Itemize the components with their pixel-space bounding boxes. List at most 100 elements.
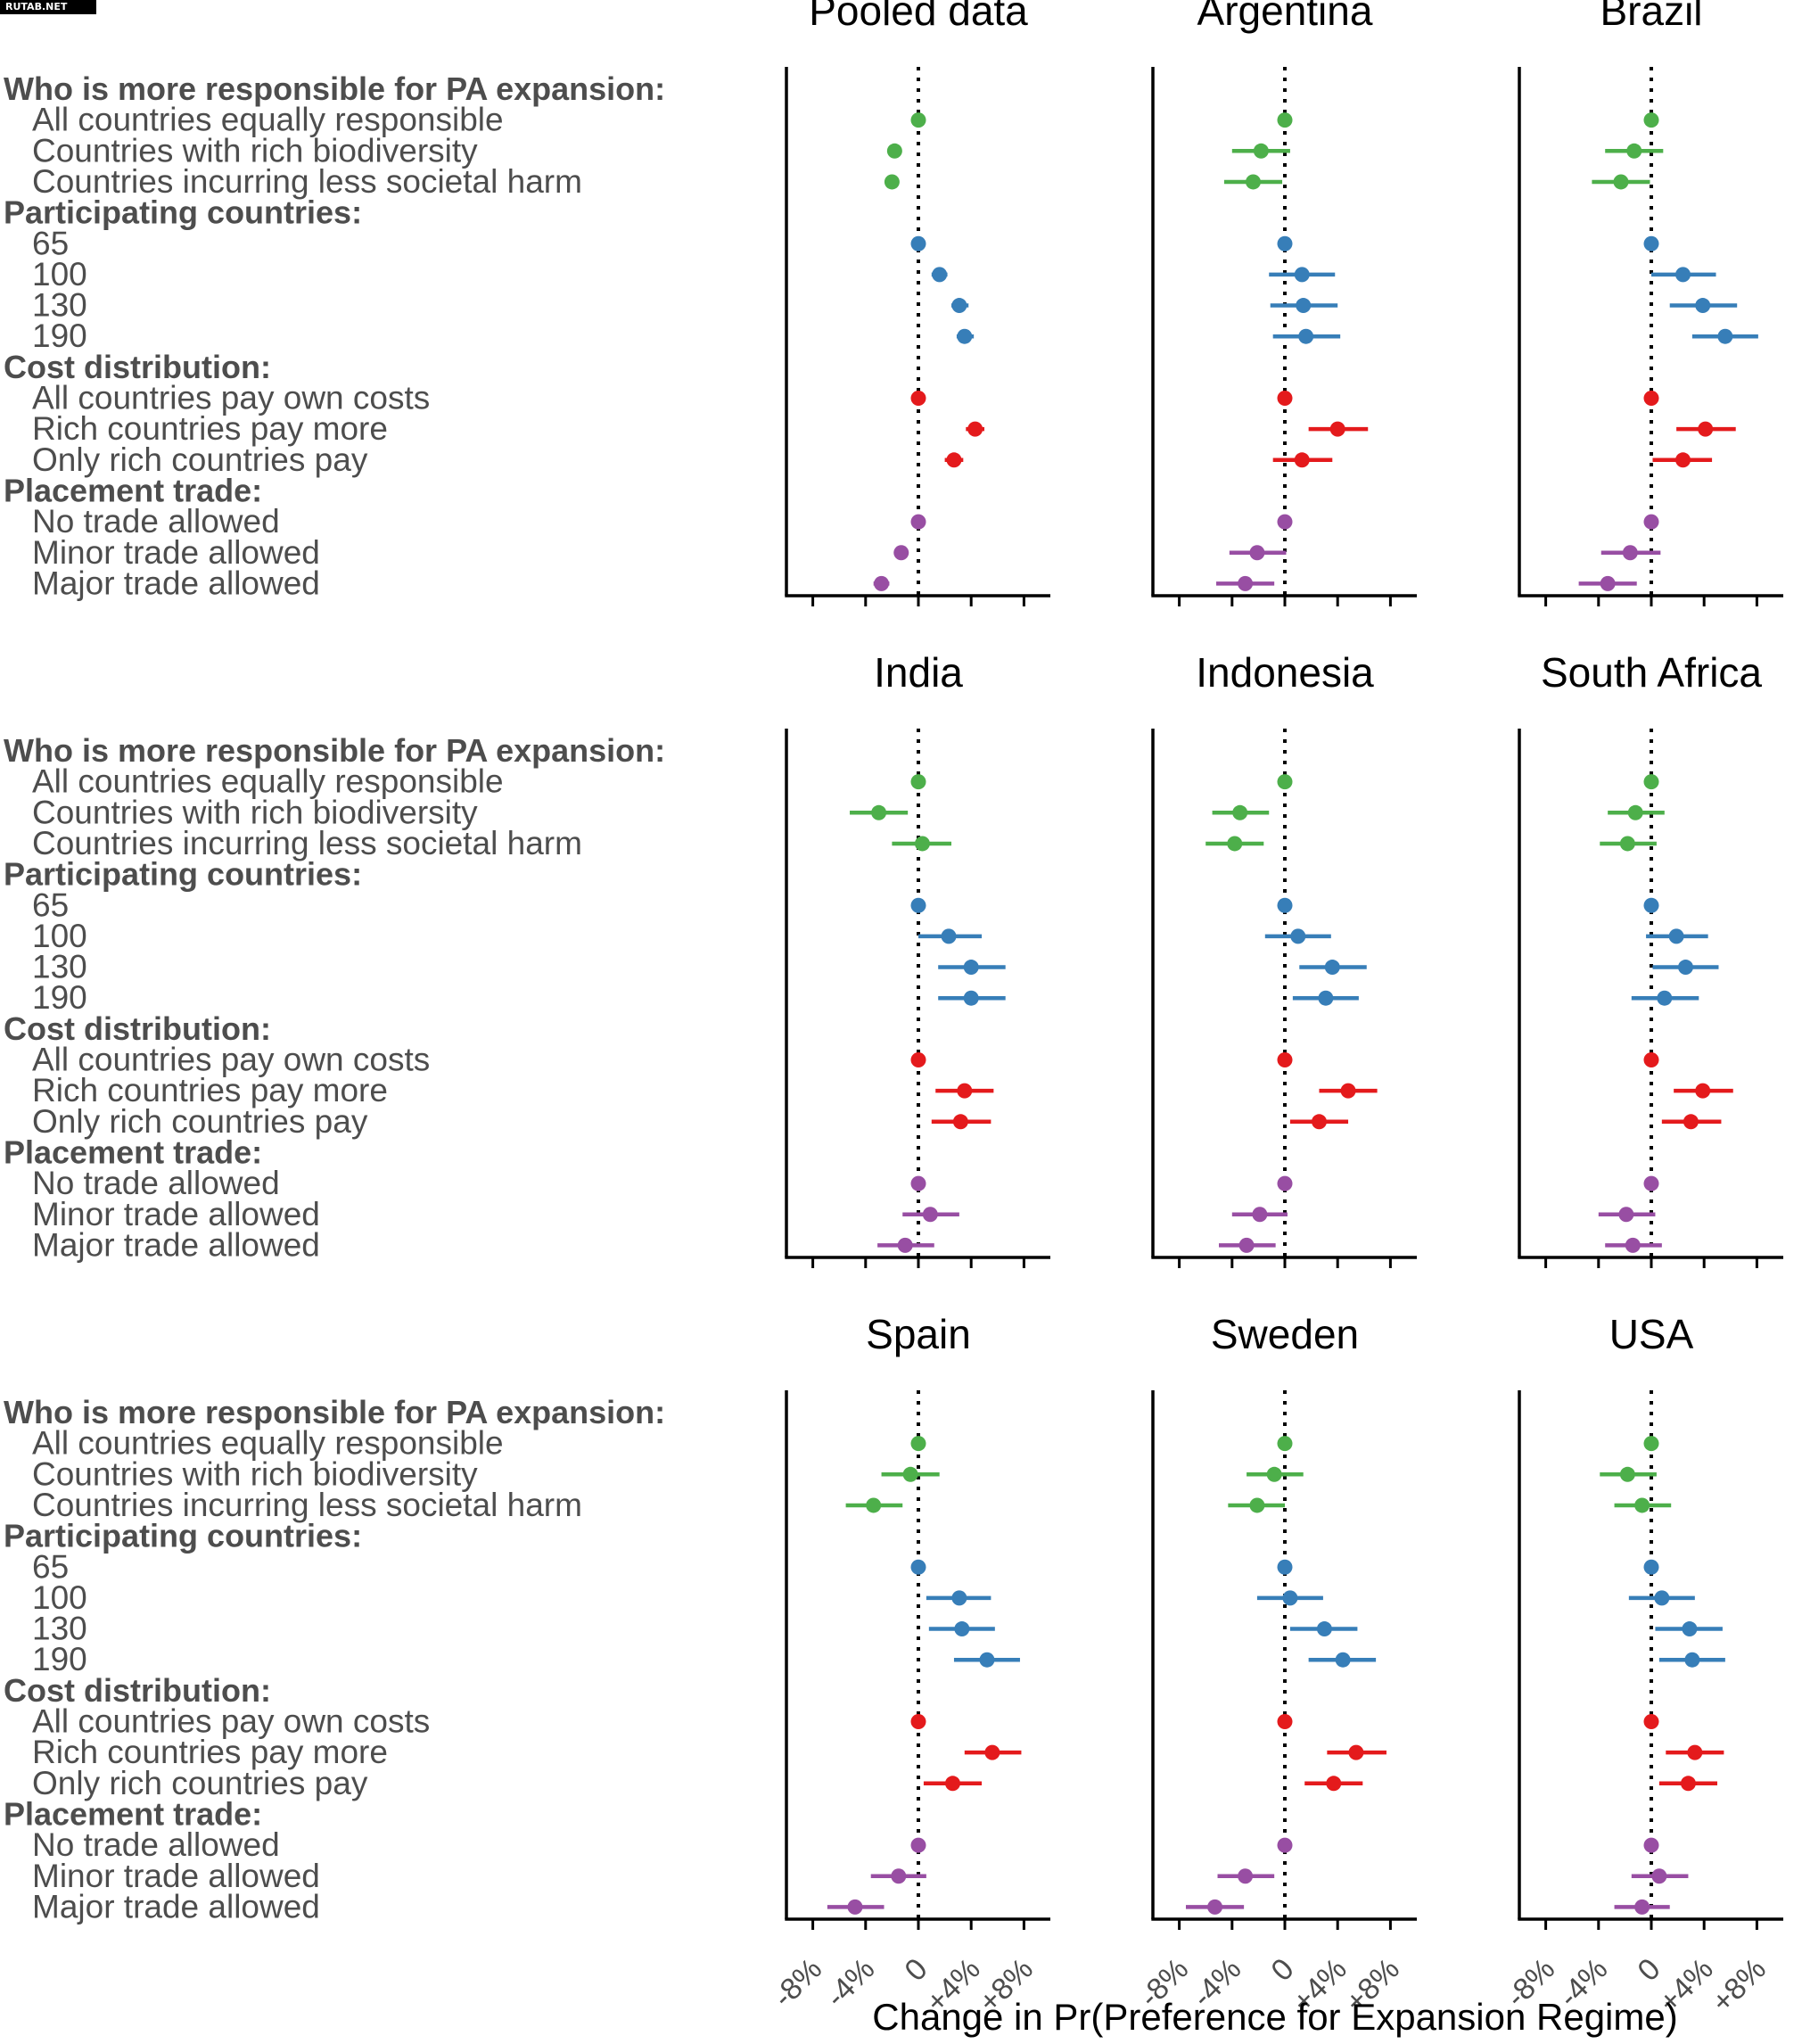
point-estimate: [1643, 1837, 1659, 1853]
point-estimate: [866, 1497, 882, 1513]
panel-title: USA: [1609, 1311, 1694, 1357]
point-estimate: [902, 1466, 918, 1482]
row-label: No trade allowed: [32, 503, 280, 540]
row-label: Major trade allowed: [32, 1888, 320, 1924]
point-estimate: [884, 174, 900, 190]
point-estimate: [932, 267, 948, 283]
point-estimate: [1348, 1744, 1364, 1760]
point-estimate: [1643, 514, 1659, 530]
watermark: RUTAB.NET: [0, 0, 96, 14]
point-estimate: [1277, 774, 1293, 790]
row-label: All countries equally responsible: [32, 763, 504, 800]
point-estimate: [910, 1837, 926, 1853]
point-estimate: [891, 1868, 907, 1884]
point-estimate: [1277, 514, 1293, 530]
point-estimate: [946, 452, 962, 468]
row-label: Only rich countries pay: [32, 1103, 368, 1140]
row-label: No trade allowed: [32, 1826, 280, 1863]
point-estimate: [1677, 960, 1693, 976]
point-estimate: [1643, 1175, 1659, 1191]
point-estimate: [910, 1436, 926, 1452]
point-estimate: [951, 298, 967, 314]
point-estimate: [1619, 1466, 1635, 1482]
point-estimate: [963, 990, 979, 1006]
row-label: 130: [32, 1611, 87, 1647]
point-estimate: [910, 1714, 926, 1729]
point-estimate: [952, 1114, 968, 1130]
point-estimate: [1311, 1114, 1327, 1130]
panel-title: Pooled data: [809, 0, 1028, 34]
point-estimate: [1695, 298, 1711, 314]
point-estimate: [1680, 1776, 1696, 1792]
point-estimate: [1654, 1590, 1670, 1606]
point-estimate: [1634, 1497, 1650, 1513]
point-estimate: [1657, 990, 1673, 1006]
x-tick-label: 0: [1631, 1952, 1666, 1988]
point-estimate: [1643, 897, 1659, 913]
panel-title: Spain: [866, 1311, 971, 1357]
point-estimate: [1296, 298, 1312, 314]
row-group-header: Participating countries:: [4, 1518, 362, 1554]
point-estimate: [957, 1083, 973, 1099]
point-estimate: [893, 545, 909, 561]
row-label: 100: [32, 1579, 87, 1616]
point-estimate: [1651, 1868, 1667, 1884]
row-label: All countries pay own costs: [32, 380, 430, 416]
point-estimate: [1238, 1868, 1254, 1884]
row-group-header: Cost distribution:: [4, 1672, 271, 1709]
point-estimate: [1698, 421, 1714, 437]
point-estimate: [910, 391, 926, 406]
row-label: Minor trade allowed: [32, 1196, 320, 1232]
row-label: No trade allowed: [32, 1165, 280, 1201]
point-estimate: [910, 1559, 926, 1575]
point-estimate: [1277, 1714, 1293, 1729]
point-estimate: [1294, 267, 1310, 283]
point-estimate: [1249, 545, 1265, 561]
panel-title: Brazil: [1600, 0, 1702, 34]
x-tick-label: 0: [898, 1952, 934, 1988]
point-estimate: [1643, 1714, 1659, 1729]
row-label: 190: [32, 979, 87, 1016]
point-estimate: [1643, 112, 1659, 128]
point-estimate: [1290, 928, 1306, 944]
point-estimate: [1643, 235, 1659, 251]
row-label: Rich countries pay more: [32, 1072, 388, 1109]
point-estimate: [1282, 1590, 1298, 1606]
point-estimate: [1675, 267, 1691, 283]
row-label: Rich countries pay more: [32, 1734, 388, 1770]
panel-title: Argentina: [1197, 0, 1373, 34]
point-estimate: [1294, 452, 1310, 468]
point-estimate: [1277, 112, 1293, 128]
row-label: Minor trade allowed: [32, 1858, 320, 1894]
point-estimate: [1266, 1466, 1282, 1482]
row-label: Countries with rich biodiversity: [32, 794, 478, 830]
point-estimate: [1643, 391, 1659, 406]
row-label: Countries incurring less societal harm: [32, 163, 582, 200]
point-estimate: [1682, 1621, 1698, 1637]
point-estimate: [1318, 990, 1334, 1006]
point-estimate: [910, 112, 926, 128]
point-estimate: [941, 928, 957, 944]
row-label: 65: [32, 1548, 69, 1585]
row-label: 100: [32, 256, 87, 293]
row-group-header: Placement trade:: [4, 1133, 262, 1170]
row-label: All countries equally responsible: [32, 1425, 504, 1462]
row-label: 190: [32, 1641, 87, 1677]
row-label: Only rich countries pay: [32, 441, 368, 478]
point-estimate: [1277, 391, 1293, 406]
point-estimate: [1238, 575, 1254, 591]
point-estimate: [1622, 545, 1638, 561]
point-estimate: [1600, 575, 1616, 591]
point-estimate: [886, 143, 902, 159]
point-estimate: [1695, 1083, 1711, 1099]
point-estimate: [1316, 1621, 1332, 1637]
point-estimate: [1618, 1207, 1634, 1223]
row-label: 130: [32, 287, 87, 324]
point-estimate: [984, 1744, 1000, 1760]
point-estimate: [1277, 1175, 1293, 1191]
point-estimate: [922, 1207, 938, 1223]
row-label: All countries equally responsible: [32, 102, 504, 138]
point-estimate: [1277, 1837, 1293, 1853]
point-estimate: [871, 804, 887, 820]
point-estimate: [847, 1899, 863, 1915]
